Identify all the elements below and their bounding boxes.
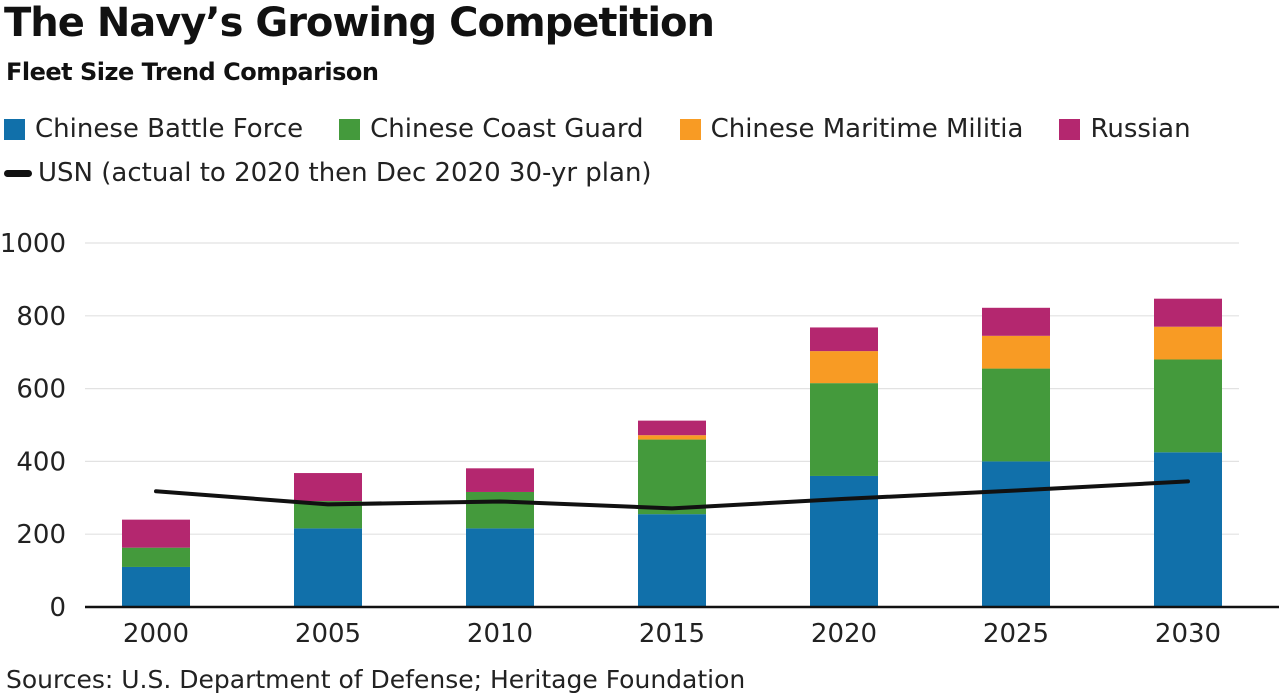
bar-russian-2010 <box>466 468 534 492</box>
bar-chinese-battle-force-2020 <box>810 475 878 607</box>
bar-russian-2000 <box>122 519 190 548</box>
bar-chinese-coast-guard-2010 <box>466 491 534 529</box>
bar-chinese-battle-force-2015 <box>638 514 706 607</box>
bar-chinese-maritime-militia-2020 <box>810 351 878 384</box>
bar-stack-2010 <box>466 468 534 607</box>
legend: Chinese Battle Force Chinese Coast Guard… <box>4 113 1227 145</box>
bar-stack-2030 <box>1154 298 1222 607</box>
legend-label-russian: Russian <box>1090 114 1191 144</box>
legend-label-battle-force: Chinese Battle Force <box>35 114 304 144</box>
bar-chinese-maritime-militia-2030 <box>1154 326 1222 360</box>
chart-subtitle: Fleet Size Trend Comparison <box>6 58 379 86</box>
legend-swatch-usn <box>4 169 32 177</box>
bar-chinese-coast-guard-2025 <box>982 368 1050 462</box>
x-tick-2030: 2030 <box>1155 619 1221 649</box>
x-axis-ticks: 2000 2005 2010 2015 2020 2025 2030 <box>123 619 1221 649</box>
legend-item-coast-guard: Chinese Coast Guard <box>339 114 644 144</box>
bar-russian-2005 <box>294 473 362 502</box>
y-tick-1000: 1000 <box>0 229 66 259</box>
legend-swatch-battle-force <box>4 118 25 140</box>
legend-line-row: USN (actual to 2020 then Dec 2020 30-yr … <box>4 157 688 189</box>
bar-stack-2005 <box>294 473 362 607</box>
y-tick-800: 800 <box>16 302 66 332</box>
legend-item-russian: Russian <box>1059 114 1191 144</box>
source-note: Sources: U.S. Department of Defense; Her… <box>6 665 746 694</box>
x-tick-2015: 2015 <box>639 619 705 649</box>
bar-chinese-maritime-militia-2025 <box>982 335 1050 369</box>
legend-label-usn: USN (actual to 2020 then Dec 2020 30-yr … <box>38 158 652 188</box>
bar-stacks <box>122 298 1222 607</box>
bar-stack-2025 <box>982 307 1050 607</box>
bar-stack-2015 <box>638 420 706 607</box>
usn-line <box>154 479 1190 511</box>
bar-stack-2020 <box>810 327 878 607</box>
bar-chinese-battle-force-2000 <box>122 566 190 607</box>
bar-chinese-maritime-militia-2015 <box>638 435 706 440</box>
x-tick-2020: 2020 <box>811 619 877 649</box>
legend-label-militia: Chinese Maritime Militia <box>710 114 1024 144</box>
bar-russian-2020 <box>810 327 878 352</box>
bar-russian-2030 <box>1154 298 1222 327</box>
legend-item-militia: Chinese Maritime Militia <box>679 114 1024 144</box>
x-tick-2010: 2010 <box>467 619 533 649</box>
y-axis-ticks: 0 200 400 600 800 1000 <box>0 229 66 623</box>
bar-chinese-coast-guard-2030 <box>1154 359 1222 453</box>
bar-chinese-coast-guard-2020 <box>810 383 878 476</box>
bar-chinese-coast-guard-2000 <box>122 547 190 567</box>
bar-chinese-coast-guard-2015 <box>638 439 706 515</box>
legend-label-coast-guard: Chinese Coast Guard <box>370 114 644 144</box>
y-tick-400: 400 <box>16 447 66 477</box>
y-tick-200: 200 <box>16 520 66 550</box>
x-tick-2005: 2005 <box>295 619 361 649</box>
usn-line-layer <box>154 479 1190 511</box>
legend-swatch-militia <box>679 118 701 140</box>
bar-chinese-battle-force-2010 <box>466 528 534 607</box>
bar-chinese-battle-force-2025 <box>982 461 1050 607</box>
legend-swatch-russian <box>1059 118 1081 140</box>
legend-swatch-coast-guard <box>339 118 361 140</box>
legend-item-battle-force: Chinese Battle Force <box>4 114 303 144</box>
bar-russian-2025 <box>982 307 1050 336</box>
chart-title: The Navy’s Growing Competition <box>4 0 715 46</box>
x-tick-2025: 2025 <box>983 619 1049 649</box>
x-tick-2000: 2000 <box>123 619 189 649</box>
bar-chinese-battle-force-2030 <box>1154 452 1222 607</box>
bar-chinese-battle-force-2005 <box>294 528 362 607</box>
legend-item-usn: USN (actual to 2020 then Dec 2020 30-yr … <box>4 158 652 188</box>
y-tick-600: 600 <box>16 375 66 405</box>
bar-stack-2000 <box>122 519 190 607</box>
bar-russian-2015 <box>638 420 706 436</box>
y-tick-0: 0 <box>49 593 66 623</box>
